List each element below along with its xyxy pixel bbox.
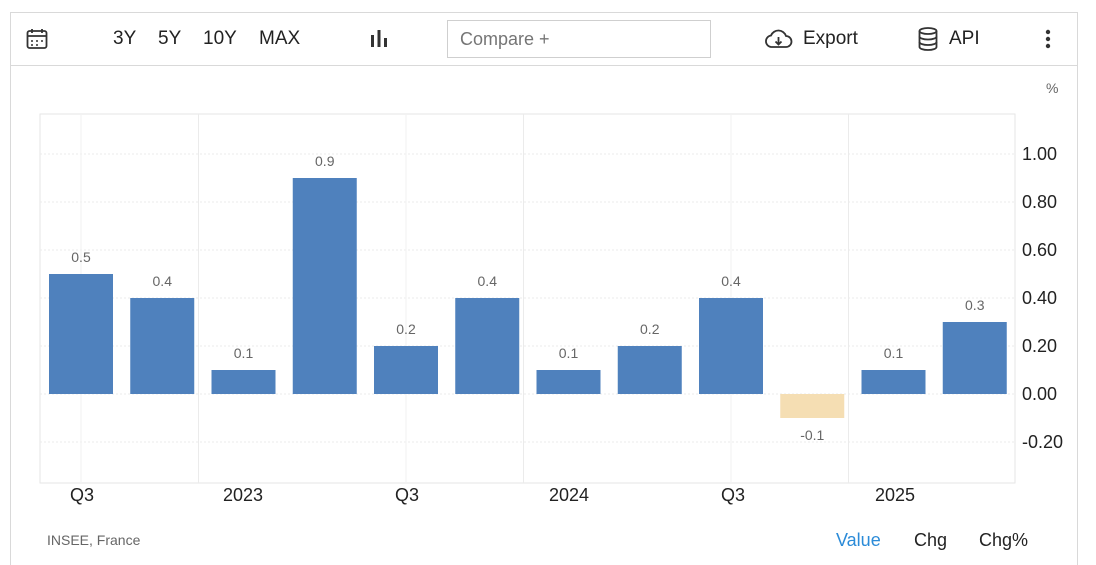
bar[interactable] (780, 394, 845, 418)
x-tick-label: 2025 (875, 485, 915, 505)
bar[interactable] (292, 178, 357, 394)
bar-data-label: 0.2 (396, 321, 416, 337)
bar-data-label: -0.1 (800, 427, 824, 443)
y-axis-ticks: 1.00 0.80 0.60 0.40 0.20 0.00 -0.20 (1022, 144, 1063, 452)
bar[interactable] (49, 274, 113, 394)
bar[interactable] (536, 370, 601, 394)
chart-bars (49, 178, 1007, 418)
source-label: INSEE, France (47, 532, 141, 548)
chart-grid (39, 113, 1016, 484)
bar-data-label: 0.2 (640, 321, 660, 337)
more-options-icon[interactable] (1043, 13, 1053, 65)
y-tick-label: 1.00 (1022, 144, 1057, 164)
bar-chart: 0.5 0.4 0.1 0.9 0.2 0.4 0.1 0.2 0.4 -0.1 0.1 0.3 1.… (39, 113, 1063, 505)
bar-data-label: 0.1 (884, 345, 904, 361)
y-tick-label: 0.80 (1022, 192, 1057, 212)
x-tick-label: Q3 (721, 485, 745, 505)
range-5y-button[interactable]: 5Y (158, 28, 182, 49)
bar-data-label: 0.4 (478, 273, 498, 289)
export-button[interactable]: Export (763, 13, 858, 65)
bar[interactable] (861, 370, 926, 394)
x-tick-label: 2023 (223, 485, 263, 505)
mode-chg-button[interactable]: Chg (914, 530, 948, 550)
compare-input[interactable] (447, 20, 711, 58)
bar[interactable] (130, 298, 195, 394)
unit-label: % (1046, 80, 1059, 96)
export-label: Export (803, 28, 858, 49)
toolbar: 3Y 5Y 10Y MAX Export API (10, 12, 1078, 66)
mode-chgpct-button[interactable]: Chg% (979, 530, 1029, 550)
mode-value-button[interactable]: Value (836, 530, 881, 550)
bar-data-label: 0.4 (153, 273, 173, 289)
x-tick-label: Q3 (70, 485, 94, 505)
y-tick-label: 0.00 (1022, 384, 1057, 404)
chart-data-labels: 0.5 0.4 0.1 0.9 0.2 0.4 0.1 0.2 0.4 -0.1 0.1 0.3 (71, 153, 984, 443)
x-axis-ticks: Q3 2023 Q3 2024 Q3 2025 (70, 485, 915, 505)
bar[interactable] (699, 298, 763, 394)
bar-data-label: 0.1 (234, 345, 254, 361)
bar-data-label: 0.5 (71, 249, 91, 265)
cloud-download-icon (763, 28, 793, 50)
x-tick-label: 2024 (549, 485, 589, 505)
range-3y-button[interactable]: 3Y (113, 28, 137, 49)
api-button[interactable]: API (917, 13, 980, 65)
y-tick-label: 0.20 (1022, 336, 1057, 356)
database-icon (917, 26, 939, 52)
bar-data-label: 0.9 (315, 153, 335, 169)
bar[interactable] (374, 346, 438, 394)
bar-data-label: 0.4 (721, 273, 741, 289)
y-tick-label: 0.60 (1022, 240, 1057, 260)
api-label: API (949, 28, 980, 49)
y-tick-label: 0.40 (1022, 288, 1057, 308)
calendar-icon[interactable] (25, 13, 49, 65)
bar-data-label: 0.1 (559, 345, 579, 361)
range-max-button[interactable]: MAX (259, 28, 301, 49)
bar[interactable] (455, 298, 520, 394)
bar-data-label: 0.3 (965, 297, 985, 313)
range-10y-button[interactable]: 10Y (203, 28, 237, 49)
x-tick-label: Q3 (395, 485, 419, 505)
chart-type-icon[interactable] (368, 13, 390, 65)
bar[interactable] (211, 370, 276, 394)
bar[interactable] (617, 346, 682, 394)
bar[interactable] (942, 322, 1007, 394)
y-tick-label: -0.20 (1022, 432, 1063, 452)
